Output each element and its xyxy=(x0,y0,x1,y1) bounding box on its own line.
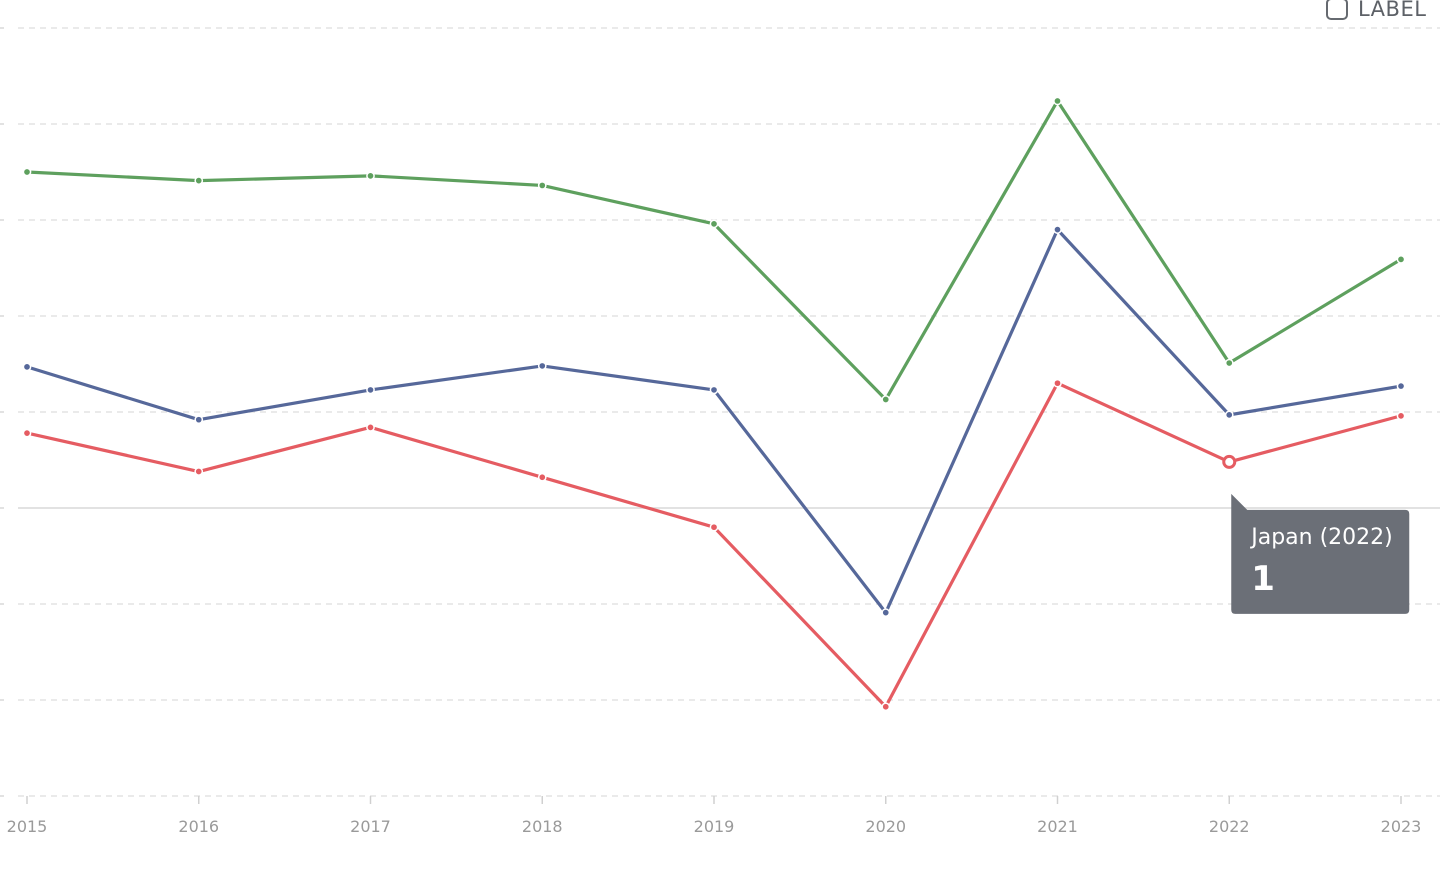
tooltip: Japan (2022) 1 xyxy=(1231,493,1410,614)
x-tick-label-2017: 2017 xyxy=(350,817,391,836)
x-tick-label-2019: 2019 xyxy=(694,817,735,836)
data-point-2-2015[interactable] xyxy=(22,362,32,372)
label-toggle-text: LABEL xyxy=(1358,0,1427,21)
x-tick-label-2016: 2016 xyxy=(178,817,219,836)
data-point-2-2022[interactable] xyxy=(1224,410,1234,420)
x-tick-label-2023: 2023 xyxy=(1381,817,1422,836)
x-tick-label-2018: 2018 xyxy=(522,817,563,836)
series-line-1 xyxy=(25,99,1403,402)
data-point-1-2020[interactable] xyxy=(881,395,891,404)
label-toggle[interactable]: LABEL xyxy=(1326,0,1426,24)
grid-lines xyxy=(0,27,1440,797)
data-point-3-2022[interactable] xyxy=(1222,454,1237,469)
data-point-3-2016[interactable] xyxy=(194,467,204,476)
tooltip-box xyxy=(1231,493,1410,614)
data-point-1-2017[interactable] xyxy=(366,171,375,181)
tooltip-value: 1 xyxy=(1251,559,1275,599)
data-point-3-2015[interactable] xyxy=(22,428,32,438)
x-tick-label-2021: 2021 xyxy=(1037,817,1078,836)
data-point-2-2016[interactable] xyxy=(194,415,204,425)
data-point-2-2017[interactable] xyxy=(366,385,375,395)
data-point-1-2015[interactable] xyxy=(22,167,32,177)
series-line-3 xyxy=(25,381,1403,709)
x-tick-label-2020: 2020 xyxy=(865,817,906,836)
data-point-3-2019[interactable] xyxy=(709,522,719,532)
data-point-3-2020[interactable] xyxy=(881,702,891,712)
data-point-1-2023[interactable] xyxy=(1396,255,1406,264)
x-axis: 2015 2016 2017 2018 2019 2020 2021 2022 2023 xyxy=(7,796,1422,836)
data-point-1-2021[interactable] xyxy=(1053,96,1062,106)
data-point-3-2018[interactable] xyxy=(537,472,547,482)
data-point-2-2021[interactable] xyxy=(1053,225,1062,234)
x-tick-label-2015: 2015 xyxy=(7,817,48,836)
data-point-2-2019[interactable] xyxy=(709,385,719,395)
data-point-3-2017[interactable] xyxy=(366,423,375,432)
series-line-2 xyxy=(25,228,1403,615)
series-points xyxy=(22,96,1406,712)
data-point-2-2020[interactable] xyxy=(881,608,891,617)
data-point-1-2016[interactable] xyxy=(194,176,204,185)
data-point-2-2023[interactable] xyxy=(1396,381,1406,391)
data-point-3-2021[interactable] xyxy=(1053,378,1062,388)
data-point-1-2018[interactable] xyxy=(537,181,547,190)
data-point-2-2018[interactable] xyxy=(537,361,547,371)
tooltip-title: Japan (2022) xyxy=(1249,525,1393,550)
label-checkbox[interactable] xyxy=(1326,0,1348,20)
data-point-1-2022[interactable] xyxy=(1224,358,1234,368)
data-point-3-2023[interactable] xyxy=(1396,411,1406,421)
data-point-1-2019[interactable] xyxy=(709,219,719,229)
series-lines xyxy=(25,99,1403,709)
x-tick-label-2022: 2022 xyxy=(1209,817,1250,836)
